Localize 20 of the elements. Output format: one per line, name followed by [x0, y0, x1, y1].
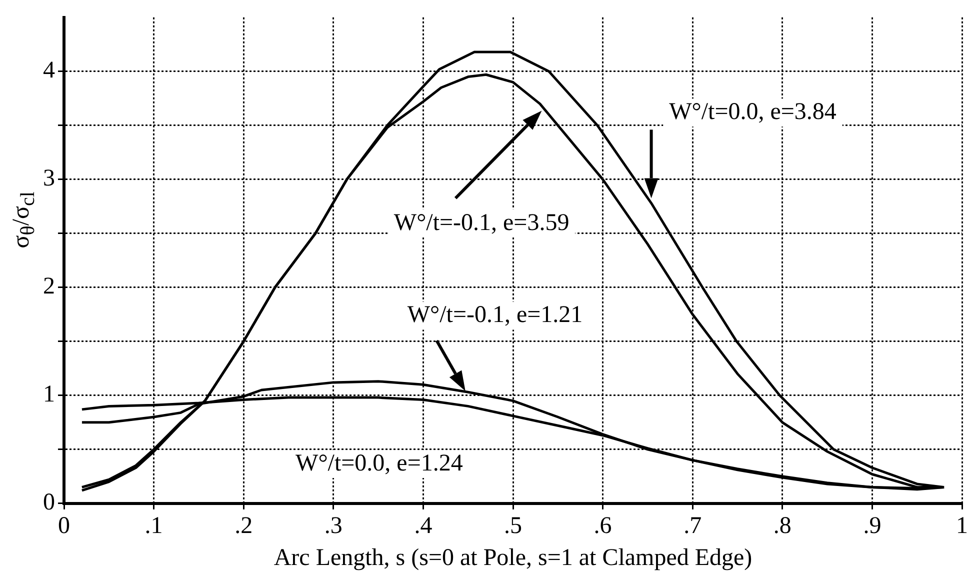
annotation: W°/t=-0.1, e=3.59 [394, 210, 570, 236]
x-tick-label: .6 [594, 513, 612, 540]
y-tick-label: 2 [43, 274, 55, 300]
x-tick-label: .2 [234, 513, 253, 540]
x-tick-label: .1 [144, 513, 163, 540]
annotation: W°/t=0.0, e=1.24 [296, 450, 463, 476]
x-tick-label: .9 [863, 513, 882, 540]
x-tick-label: 1 [956, 513, 968, 540]
annotation: W°/t=-0.1, e=1.21 [407, 302, 583, 328]
y-tick-label: 4 [43, 58, 55, 84]
y-tick-label: 0 [43, 490, 55, 516]
y-tick-label: 1 [43, 382, 55, 408]
x-tick-label: .8 [773, 513, 792, 540]
x-tick-label: .7 [684, 513, 702, 540]
x-tick-label: .3 [324, 513, 342, 540]
x-axis-title: Arc Length, s (s=0 at Pole, s=1 at Clamped Edge) [274, 544, 752, 571]
x-tick-label: .4 [414, 513, 432, 540]
y-tick-label: 3 [43, 166, 55, 192]
x-tick-label: .5 [504, 513, 522, 540]
annotation: W°/t=0.0, e=3.84 [669, 98, 836, 125]
